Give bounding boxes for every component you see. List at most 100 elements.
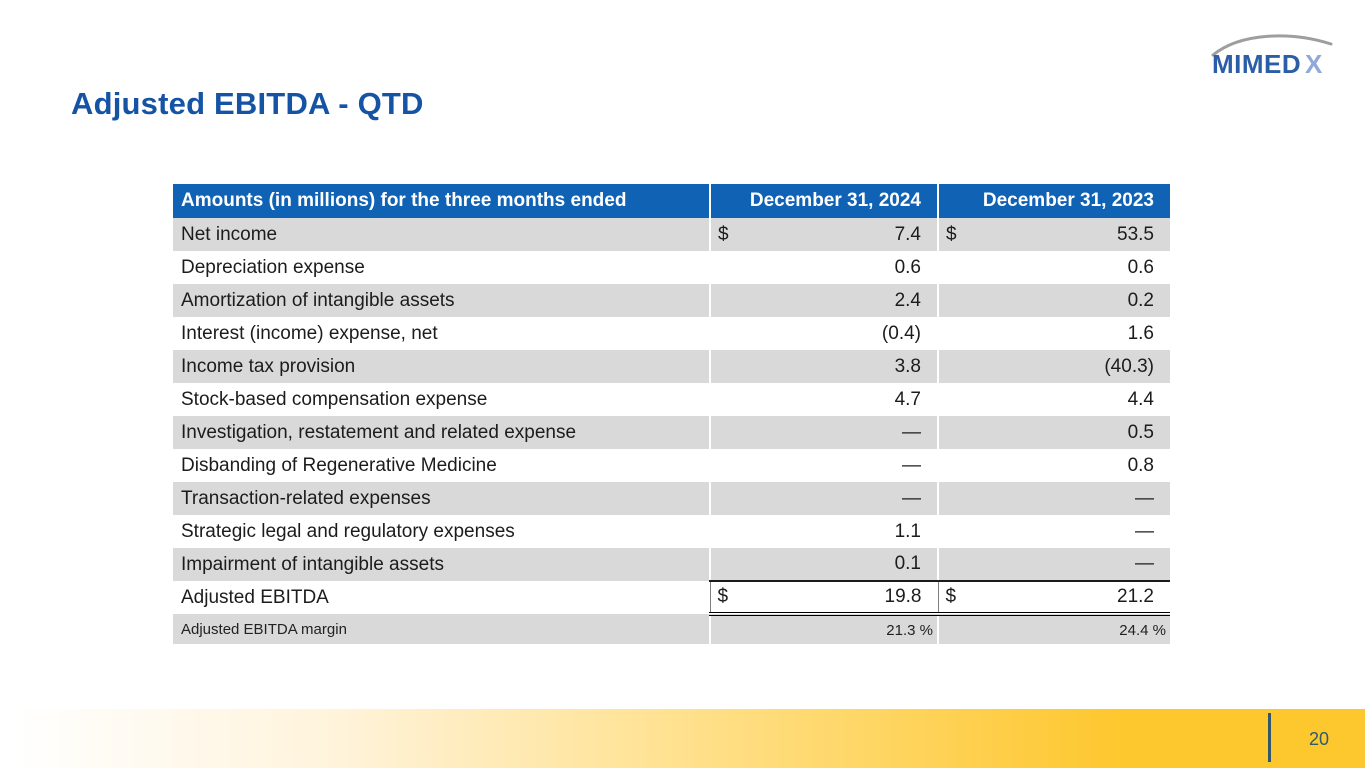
header-amounts-label: Amounts (in millions) for the three mont… <box>173 184 710 218</box>
mimedx-logo-graphic: MIMED X <box>1211 34 1333 77</box>
value-2024: 7.4 <box>894 223 921 245</box>
value-2024-cell: 0.1 <box>709 548 938 582</box>
table-row: Disbanding of Regenerative Medicine — 0.… <box>173 449 1170 482</box>
value-2023-cell: — <box>937 482 1170 515</box>
value-2023-cell: 0.6 <box>937 251 1170 284</box>
dollar-sign: $ <box>718 223 729 245</box>
value-2023-cell: 0.2 <box>937 284 1170 317</box>
row-label: Amortization of intangible assets <box>173 284 710 317</box>
value-2024-cell: 21.3 % <box>709 614 938 644</box>
value-2023: — <box>1135 553 1154 574</box>
table-header: Amounts (in millions) for the three mont… <box>173 184 1170 218</box>
value-2024: — <box>902 421 921 443</box>
value-2023: 0.6 <box>1127 256 1154 278</box>
value-2023: 1.6 <box>1127 322 1154 344</box>
row-label: Adjusted EBITDA <box>173 581 710 614</box>
value-2024-cell: $ 19.8 <box>709 581 938 616</box>
page-number: 20 <box>1308 729 1330 749</box>
value-2024: 1.1 <box>894 520 921 542</box>
table-row: Depreciation expense 0.6 0.6 <box>173 251 1170 284</box>
footer-divider-line <box>1268 713 1271 762</box>
value-2023: — <box>1135 520 1154 542</box>
footer-gradient-bar <box>0 709 1365 768</box>
value-2024-cell: (0.4) <box>709 317 938 350</box>
value-2024: 0.6 <box>894 256 921 278</box>
value-2024-cell: 0.6 <box>709 251 938 284</box>
value-2024-cell: 2.4 <box>709 284 938 317</box>
value-2024: — <box>902 487 921 509</box>
table-row: Amortization of intangible assets 2.4 0.… <box>173 284 1170 317</box>
value-2023: 53.5 <box>1117 223 1154 245</box>
value-2024-cell: 3.8 <box>709 350 938 383</box>
value-2023-cell: $ 53.5 <box>937 218 1170 251</box>
value-2023-cell: 0.8 <box>937 449 1170 482</box>
table-row: Adjusted EBITDA $ 19.8 $ 21.2 <box>173 581 1170 616</box>
value-2024: 0.1 <box>894 553 921 574</box>
value-2023: (40.3) <box>1104 355 1154 377</box>
row-label: Investigation, restatement and related e… <box>173 416 710 449</box>
value-2024: 21.3 % <box>886 621 933 639</box>
value-2024: 19.8 <box>884 586 922 607</box>
value-2024: 3.8 <box>894 355 921 377</box>
header-dec-31-2024: December 31, 2024 <box>709 184 938 218</box>
row-label: Disbanding of Regenerative Medicine <box>173 449 710 482</box>
value-2023-cell: (40.3) <box>937 350 1170 383</box>
value-2024: — <box>902 454 921 476</box>
value-2023: 0.8 <box>1127 454 1154 476</box>
value-2023: 21.2 <box>1117 586 1154 607</box>
table-row: Income tax provision 3.8 (40.3) <box>173 350 1170 383</box>
value-2024: 4.7 <box>894 388 921 410</box>
row-label: Transaction-related expenses <box>173 482 710 515</box>
row-label: Impairment of intangible assets <box>173 548 710 581</box>
row-label: Adjusted EBITDA margin <box>173 614 710 644</box>
value-2023-cell: 1.6 <box>937 317 1170 350</box>
table-row: Net income $ 7.4 $ 53.5 <box>173 218 1170 251</box>
value-2023: 4.4 <box>1127 388 1154 410</box>
value-2023: — <box>1135 487 1154 509</box>
adjusted-ebitda-table-container: Amounts (in millions) for the three mont… <box>173 184 1170 644</box>
value-2024-cell: — <box>709 449 938 482</box>
value-2023-cell: 4.4 <box>937 383 1170 416</box>
row-label: Income tax provision <box>173 350 710 383</box>
value-2024-cell: $ 7.4 <box>709 218 938 251</box>
value-2023: 0.2 <box>1127 289 1154 311</box>
value-2023-cell: — <box>937 548 1170 582</box>
value-2023: 24.4 % <box>1119 621 1166 639</box>
dollar-sign: $ <box>946 223 957 245</box>
value-2023: 0.5 <box>1127 421 1154 443</box>
mimedx-logo: MIMED X <box>1210 31 1334 77</box>
logo-arc-icon <box>1211 34 1333 57</box>
table-row: Adjusted EBITDA margin 21.3 % 24.4 % <box>173 614 1170 644</box>
dollar-sign: $ <box>945 586 957 607</box>
table-row: Transaction-related expenses — — <box>173 482 1170 515</box>
value-2024-cell: 4.7 <box>709 383 938 416</box>
logo-text-main: MIMED <box>1212 49 1301 77</box>
value-2023-cell: 24.4 % <box>937 614 1170 644</box>
table-row: Interest (income) expense, net (0.4) 1.6 <box>173 317 1170 350</box>
value-2023-cell: — <box>937 515 1170 548</box>
value-2024: 2.4 <box>894 289 921 311</box>
page-title: Adjusted EBITDA - QTD <box>71 86 424 121</box>
adjusted-ebitda-table: Amounts (in millions) for the three mont… <box>173 184 1170 644</box>
table-row: Stock-based compensation expense 4.7 4.4 <box>173 383 1170 416</box>
row-label: Strategic legal and regulatory expenses <box>173 515 710 548</box>
value-2024-cell: — <box>709 416 938 449</box>
table-row: Investigation, restatement and related e… <box>173 416 1170 449</box>
value-2023-cell: 0.5 <box>937 416 1170 449</box>
logo-text-x: X <box>1305 49 1323 77</box>
row-label: Stock-based compensation expense <box>173 383 710 416</box>
row-label: Net income <box>173 218 710 251</box>
table-body: Net income $ 7.4 $ 53.5 Depreciation exp… <box>173 218 1170 644</box>
table-row: Impairment of intangible assets 0.1 — <box>173 548 1170 582</box>
value-2024-cell: — <box>709 482 938 515</box>
row-label: Depreciation expense <box>173 251 710 284</box>
header-dec-31-2023: December 31, 2023 <box>937 184 1170 218</box>
value-2024: (0.4) <box>881 322 921 344</box>
dollar-sign: $ <box>717 586 729 607</box>
table-header-row: Amounts (in millions) for the three mont… <box>173 184 1170 218</box>
table-row: Strategic legal and regulatory expenses … <box>173 515 1170 548</box>
value-2024-cell: 1.1 <box>709 515 938 548</box>
value-2023-cell: $ 21.2 <box>937 581 1170 616</box>
row-label: Interest (income) expense, net <box>173 317 710 350</box>
